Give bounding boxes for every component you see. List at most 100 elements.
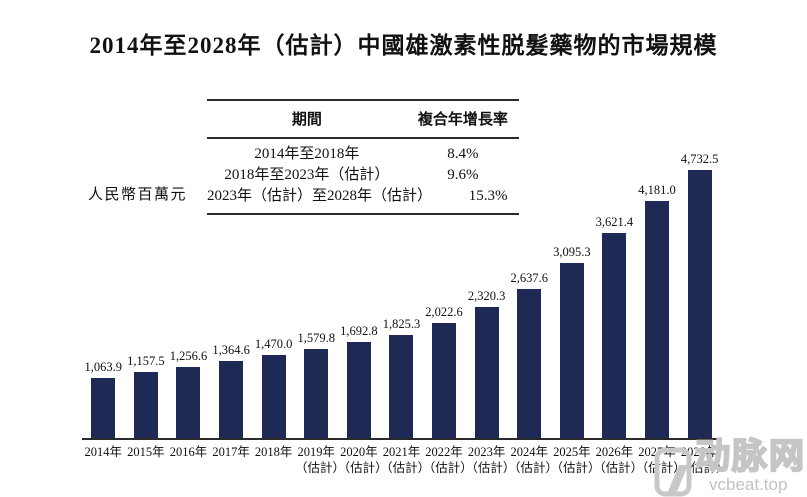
cagr-column-header: 複合年增長率: [417, 112, 508, 128]
bar-column: 4,181.0: [636, 183, 679, 438]
bar: [687, 170, 712, 438]
chart-title: 2014年至2028年（估計）中國雄激素性脱髮藥物的市場規模: [89, 33, 718, 58]
bar: [645, 201, 670, 438]
watermark-domain: vcbeat.top: [709, 475, 788, 494]
x-tick-year: 2017年: [212, 445, 250, 459]
bar-chart: 1,063.9 1,157.5 1,256.6 1,364.6 1,470.0 1,579…: [82, 150, 721, 440]
x-tick-year: 2015年: [127, 445, 165, 459]
x-tick-year: 2025年: [553, 445, 591, 459]
cagr-cell: 9.6%: [447, 167, 479, 183]
x-tick-estimate-note: （估計）: [507, 461, 558, 475]
x-tick-estimate-note: （估計）: [337, 461, 388, 475]
watermark-text: 动脉网 vcbeat.top: [694, 437, 807, 494]
bar-value-label: 2,637.6: [510, 271, 548, 285]
cagr-table-row: 2014年至2018年 8.4%: [207, 144, 519, 165]
bar: [261, 355, 286, 438]
bar-column: 2,637.6: [508, 271, 551, 438]
x-tick-estimate-note: （估計）: [593, 461, 644, 475]
x-tick-year: 2022年: [425, 445, 463, 459]
bar: [559, 263, 584, 438]
y-axis-unit-label: 人民幣百萬元: [88, 187, 188, 203]
x-axis-tick: 2021年 （估計）: [380, 444, 431, 476]
bars-container: 1,063.9 1,157.5 1,256.6 1,364.6 1,470.0 1,579…: [82, 150, 721, 438]
x-axis-tick: 2016年: [167, 444, 210, 476]
x-tick-year: 2020年: [340, 445, 378, 459]
bar-column: 3,095.3: [551, 245, 594, 438]
bar: [346, 342, 371, 438]
bar-column: 2,022.6: [423, 305, 466, 438]
x-tick-estimate-note: （估計）: [294, 461, 345, 475]
bar-column: 2,320.3: [465, 289, 508, 438]
x-axis-tick: 2024年 （估計）: [507, 444, 558, 476]
x-tick-year: 2023年: [467, 445, 506, 459]
bar-value-label: 4,181.0: [638, 183, 676, 197]
bar: [432, 323, 457, 438]
bar: [474, 307, 499, 438]
cagr-table-header: 期間 複合年增長率: [207, 101, 519, 139]
period-cell: 2023年（估計）至2028年（估計）: [207, 188, 433, 204]
bar-value-label: 1,157.5: [127, 354, 165, 368]
bar-column: 1,157.5: [125, 354, 168, 438]
x-axis-tick: 2015年: [125, 444, 168, 476]
x-axis-tick: 2014年: [82, 444, 125, 476]
bar-column: 1,692.8: [338, 324, 381, 438]
bar-column: 1,470.0: [252, 337, 295, 438]
x-axis-tick: 2017年: [210, 444, 253, 476]
x-axis-tick: 2020年 （估計）: [337, 444, 388, 476]
bar-value-label: 3,621.4: [595, 215, 634, 229]
x-tick-year: 2018年: [254, 445, 293, 459]
watermark: 动脉网 vcbeat.top: [654, 437, 807, 497]
x-axis-tick: 2018年: [252, 444, 295, 476]
bar-value-label: 3,095.3: [553, 245, 591, 259]
bar-value-label: 1,470.0: [254, 337, 293, 351]
bar-value-label: 2,022.6: [425, 305, 463, 319]
bar: [389, 335, 414, 438]
bar-column: 3,621.4: [593, 215, 636, 438]
x-tick-estimate-note: （估計）: [422, 461, 473, 475]
bar-column: 1,825.3: [380, 317, 423, 438]
bar: [133, 372, 158, 438]
vcbeat-logo-icon: [654, 447, 692, 497]
cagr-table: 期間 複合年增長率 2014年至2018年 8.4% 2018年至2023年（估計）…: [207, 99, 519, 215]
bar: [91, 378, 116, 438]
period-cell: 2018年至2023年（估計）: [224, 167, 390, 183]
bar: [304, 349, 329, 438]
x-tick-year: 2016年: [169, 445, 208, 459]
period-cell: 2014年至2018年: [254, 146, 360, 162]
x-axis-tick: 2023年 （估計）: [465, 444, 516, 476]
bar-column: 1,256.6: [167, 349, 210, 438]
x-axis-tick: 2026年 （估計）: [593, 444, 644, 476]
bar-value-label: 1,256.6: [169, 349, 208, 363]
x-axis: 2014年 2015年 2016年 2017年 2018年 2019年 （估計） 2020年（…: [82, 444, 729, 476]
x-axis-tick: 2019年 （估計）: [294, 444, 345, 476]
x-tick-estimate-note: （估計）: [465, 461, 516, 475]
bar-value-label: 1,825.3: [382, 317, 421, 331]
x-tick-estimate-note: （估計）: [550, 461, 601, 475]
cagr-table-row: 2023年（估計）至2028年（估計） 15.3%: [207, 186, 519, 207]
x-tick-year: 2019年: [297, 445, 336, 459]
bar-value-label: 1,692.8: [340, 324, 378, 338]
cagr-cell: 8.4%: [447, 146, 479, 162]
bar: [176, 367, 201, 438]
bar-value-label: 2,320.3: [467, 289, 506, 303]
x-tick-estimate-note: （估計）: [380, 461, 431, 475]
x-tick-year: 2014年: [84, 445, 123, 459]
bar-value-label: 4,732.5: [680, 152, 719, 166]
x-tick-estimate-note: （估計）: [635, 461, 686, 475]
bar-value-label: 1,063.9: [84, 360, 123, 374]
cagr-cell: 15.3%: [468, 188, 508, 204]
bar-column: 4,732.5: [678, 152, 721, 438]
x-axis-tick: 2025年 （估計）: [550, 444, 601, 476]
bar: [517, 289, 542, 438]
bar: [602, 233, 627, 438]
cagr-table-body: 2014年至2018年 8.4% 2018年至2023年（估計） 9.6% 2023年（…: [207, 139, 519, 213]
x-tick-year: 2021年: [382, 445, 421, 459]
cagr-table-row: 2018年至2023年（估計） 9.6%: [207, 165, 519, 186]
bar-value-label: 1,364.6: [212, 343, 250, 357]
bar: [219, 361, 244, 438]
x-axis-tick: 2022年 （估計）: [422, 444, 473, 476]
bar-value-label: 1,579.8: [297, 331, 336, 345]
watermark-brand: 动脉网: [694, 437, 807, 476]
x-tick-year: 2026年: [595, 445, 634, 459]
